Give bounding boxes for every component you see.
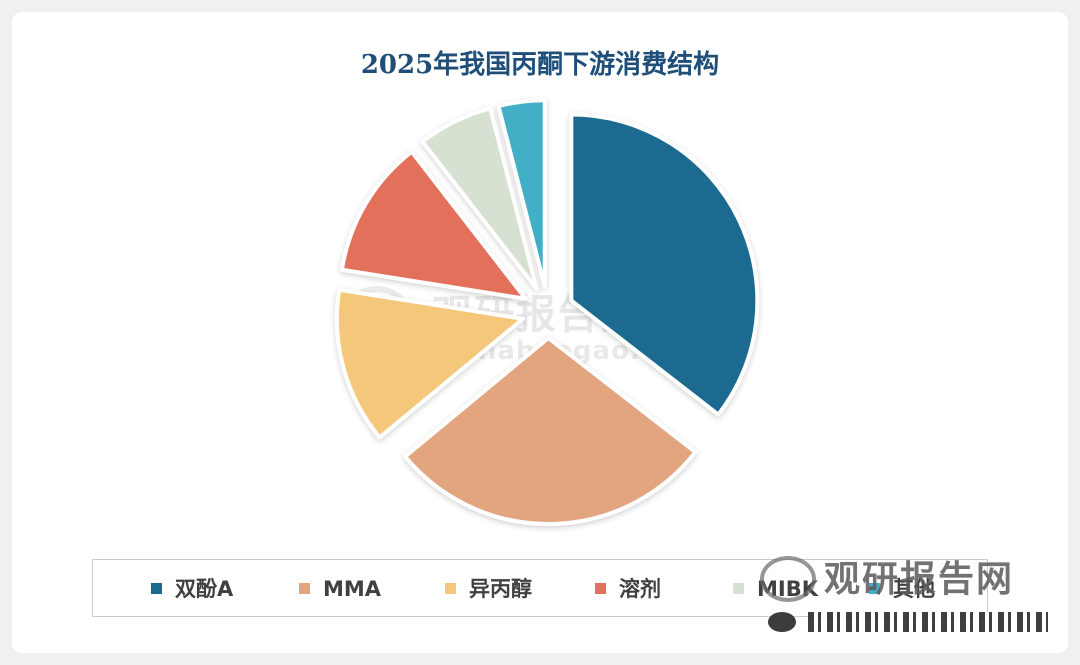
- legend-swatch: [151, 583, 162, 594]
- legend-label: 双酚A: [175, 577, 234, 601]
- legend-swatch: [869, 583, 880, 594]
- pie-slice-5: [496, 98, 547, 289]
- legend-swatch: [299, 583, 310, 594]
- legend-label: 其他: [893, 577, 935, 601]
- pie-slice-2: [334, 287, 525, 440]
- pie-slice-0: [569, 112, 760, 417]
- chart-legend: 双酚A MMA 异丙醇 溶剂 MIBK 其他: [92, 559, 988, 617]
- legend-swatch: [595, 583, 606, 594]
- pie-slice-4: [420, 106, 539, 291]
- pie-slice-1: [403, 335, 698, 526]
- pie-slice-3: [339, 149, 528, 301]
- legend-swatch: [733, 583, 744, 594]
- chart-title: 2025年我国丙酮下游消费结构: [360, 50, 720, 80]
- legend-label: MIBK: [757, 577, 818, 601]
- legend-swatch: [445, 583, 456, 594]
- legend-label: MMA: [323, 577, 382, 601]
- legend-label: 溶剂: [619, 577, 661, 601]
- legend-label: 异丙醇: [469, 577, 532, 601]
